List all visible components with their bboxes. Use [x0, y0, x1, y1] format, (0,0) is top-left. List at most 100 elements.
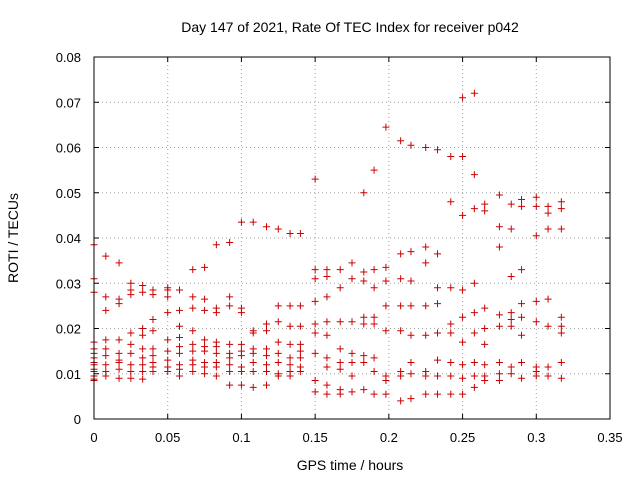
data-point [544, 295, 552, 303]
data-point [382, 277, 390, 285]
data-point [102, 372, 110, 380]
data-point [323, 293, 331, 301]
data-point [370, 266, 378, 274]
data-point [470, 89, 478, 97]
data-point [237, 352, 245, 360]
data-points [90, 89, 565, 405]
data-point [212, 241, 220, 249]
data-point [507, 309, 515, 317]
x-axis-label: GPS time / hours [297, 457, 404, 473]
data-point [557, 322, 565, 330]
data-point [189, 304, 197, 312]
data-point [470, 171, 478, 179]
data-point [481, 304, 489, 312]
data-point [274, 302, 282, 310]
data-point [323, 390, 331, 398]
data-point [237, 309, 245, 317]
data-point [323, 272, 331, 280]
data-point [360, 320, 368, 328]
data-point [422, 302, 430, 310]
axis-ticks [93, 56, 611, 420]
data-point [115, 358, 123, 366]
data-point [149, 352, 157, 360]
data-point [459, 94, 467, 102]
data-point [115, 300, 123, 308]
data-point [274, 358, 282, 366]
data-point [481, 340, 489, 348]
data-point [237, 218, 245, 226]
data-point [459, 374, 467, 382]
data-point [212, 349, 220, 357]
data-point [495, 223, 503, 231]
data-point [557, 198, 565, 206]
data-point [189, 340, 197, 348]
data-point [176, 349, 184, 357]
data-point [544, 202, 552, 210]
data-point [360, 386, 368, 394]
data-point [149, 367, 157, 375]
data-point [348, 318, 356, 326]
data-point [557, 329, 565, 337]
data-point [311, 349, 319, 357]
data-point [397, 137, 405, 145]
data-point [262, 320, 270, 328]
data-point [382, 263, 390, 271]
y-tick-label: 0.01 [56, 367, 81, 382]
data-point [360, 358, 368, 366]
data-point [422, 259, 430, 267]
x-tick-label: 0.1 [232, 430, 250, 445]
data-point [296, 347, 304, 355]
data-point [323, 266, 331, 274]
data-point [201, 306, 209, 314]
data-point [323, 331, 331, 339]
data-point [434, 146, 442, 154]
data-point [311, 320, 319, 328]
data-point [226, 293, 234, 301]
data-point [370, 166, 378, 174]
data-point [382, 327, 390, 335]
data-point [532, 232, 540, 240]
data-point [507, 272, 515, 280]
data-point [422, 144, 430, 151]
data-point [139, 288, 147, 296]
data-point [447, 153, 455, 161]
data-point [176, 306, 184, 314]
data-point [311, 266, 319, 274]
data-point [382, 377, 390, 385]
data-point [127, 329, 135, 337]
data-point [532, 318, 540, 326]
data-point [311, 275, 319, 283]
data-point [249, 367, 257, 375]
data-point [226, 381, 234, 389]
data-point [518, 331, 526, 339]
data-point [407, 370, 415, 378]
data-point [544, 363, 552, 371]
data-point [360, 352, 368, 360]
data-point [434, 356, 442, 364]
data-point [311, 377, 319, 385]
data-point [360, 277, 368, 285]
data-point [348, 259, 356, 267]
data-point [127, 349, 135, 357]
data-point [370, 354, 378, 362]
y-tick-label: 0.03 [56, 276, 81, 291]
data-point [459, 153, 467, 161]
data-point [407, 358, 415, 366]
data-point [434, 250, 442, 258]
data-point [226, 367, 234, 375]
data-point [370, 367, 378, 375]
data-point [139, 367, 147, 375]
data-point [370, 313, 378, 321]
data-point [127, 374, 135, 382]
data-point [518, 300, 526, 308]
data-point [348, 349, 356, 357]
data-point [532, 297, 540, 305]
data-point [311, 388, 319, 396]
data-point [532, 372, 540, 380]
chart-title: Day 147 of 2021, Rate Of TEC Index for r… [181, 19, 519, 35]
data-point [102, 361, 110, 369]
data-point [262, 327, 270, 335]
data-point [115, 374, 123, 382]
data-point [532, 202, 540, 210]
